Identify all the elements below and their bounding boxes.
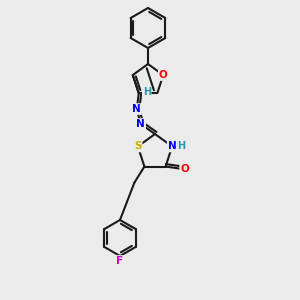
Text: H: H bbox=[143, 87, 151, 97]
Text: N: N bbox=[168, 141, 176, 152]
Text: S: S bbox=[134, 141, 142, 152]
Text: O: O bbox=[180, 164, 189, 174]
Text: F: F bbox=[116, 256, 124, 266]
Text: N: N bbox=[132, 104, 141, 114]
Text: H: H bbox=[177, 141, 185, 152]
Text: O: O bbox=[159, 70, 168, 80]
Text: N: N bbox=[136, 119, 145, 129]
